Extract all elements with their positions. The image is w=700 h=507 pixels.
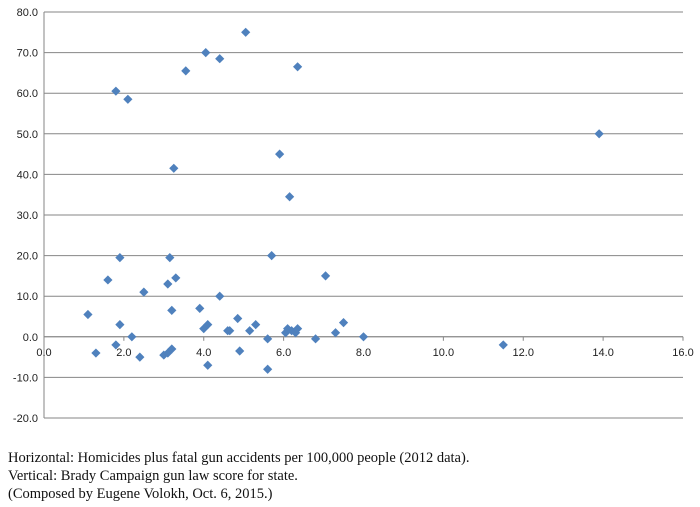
y-tick-label: 50.0 — [17, 129, 38, 141]
data-point — [267, 251, 277, 261]
data-point — [163, 279, 173, 289]
data-point — [83, 309, 93, 320]
data-point — [123, 94, 133, 104]
data-point — [115, 253, 125, 263]
caption-credit: (Composed by Eugene Volokh, Oct. 6, 2015… — [8, 486, 273, 502]
data-point — [263, 334, 273, 344]
caption: Horizontal: Homicides plus fatal gun acc… — [8, 449, 469, 503]
data-point — [320, 271, 331, 281]
data-point — [241, 27, 251, 37]
data-point — [135, 352, 145, 362]
data-point — [498, 340, 508, 350]
data-point — [594, 129, 604, 139]
data-point — [245, 326, 255, 336]
scatter-chart: 80.0 70.0 60.0 50.0 40.0 30.0 20.0 10.0 0.0 -10.0… — [13, 7, 694, 425]
data-point — [235, 346, 245, 356]
y-tick-label: 60.0 — [17, 88, 38, 100]
x-tick-label: 12.0 — [513, 347, 534, 359]
data-point — [358, 332, 369, 342]
data-point — [203, 360, 213, 370]
x-tick-label: 4.0 — [196, 347, 211, 359]
data-point — [275, 149, 285, 159]
data-point — [285, 192, 295, 202]
y-tick-label: -10.0 — [13, 372, 38, 384]
data-point — [215, 291, 225, 301]
data-points — [83, 27, 604, 374]
data-point — [181, 66, 191, 76]
data-point — [163, 348, 173, 358]
data-point — [111, 86, 121, 96]
x-tick-label: 8.0 — [356, 347, 371, 359]
data-point — [167, 344, 177, 354]
data-point — [310, 334, 321, 344]
data-point — [165, 253, 175, 263]
y-tick-label: 10.0 — [17, 291, 38, 303]
data-point — [251, 320, 261, 330]
y-tick-label: 20.0 — [17, 251, 38, 263]
data-point — [233, 313, 243, 324]
data-point — [287, 326, 297, 336]
data-point — [203, 320, 213, 330]
x-tick-label: 2.0 — [116, 347, 131, 359]
x-tick-label: 16.0 — [672, 347, 693, 359]
x-tick-label: 0.0 — [36, 347, 51, 359]
data-point — [139, 287, 149, 297]
data-point — [263, 364, 273, 374]
data-point — [293, 324, 303, 334]
y-tick-label: 70.0 — [17, 48, 38, 60]
data-point — [338, 317, 349, 328]
y-tick-label: 0.0 — [23, 332, 38, 344]
caption-vertical: Vertical: Brady Campaign gun law score f… — [8, 468, 298, 484]
data-point — [201, 48, 211, 58]
data-point — [127, 332, 137, 342]
data-point — [103, 275, 113, 285]
data-point — [115, 320, 125, 330]
x-tick-label: 14.0 — [592, 347, 613, 359]
x-tick-label: 10.0 — [433, 347, 454, 359]
data-point — [167, 305, 177, 316]
data-point — [171, 273, 181, 283]
y-tick-label: 80.0 — [17, 7, 38, 19]
data-point — [293, 62, 303, 72]
y-tick-label: -20.0 — [13, 413, 38, 425]
caption-horizontal: Horizontal: Homicides plus fatal gun acc… — [8, 450, 470, 466]
y-tick-label: 30.0 — [17, 210, 38, 222]
data-point — [91, 348, 101, 358]
y-tick-label: 40.0 — [17, 169, 38, 181]
y-tick-labels: 80.0 70.0 60.0 50.0 40.0 30.0 20.0 10.0 0.0 -10.0… — [13, 7, 38, 425]
x-tick-labels: 0.0 2.0 4.0 6.0 8.0 10.0 12.0 14.0 16.0 — [36, 347, 693, 359]
data-point — [225, 326, 235, 336]
data-point — [330, 328, 341, 338]
data-point — [169, 163, 179, 173]
x-tick-label: 6.0 — [276, 347, 291, 359]
data-point — [215, 54, 225, 64]
data-point — [111, 340, 121, 350]
data-point — [195, 303, 205, 313]
